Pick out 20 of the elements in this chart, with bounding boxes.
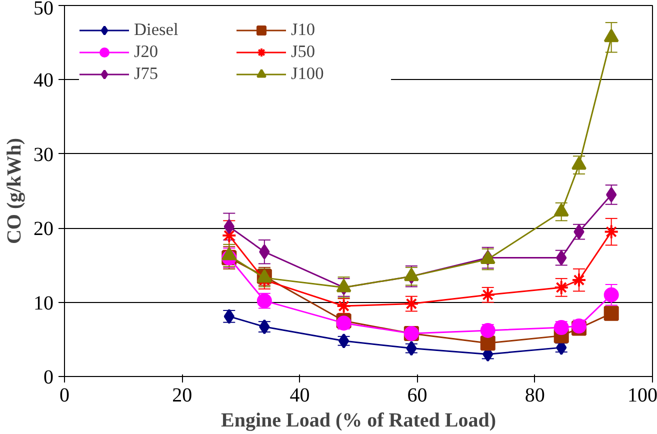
legend-label: J20	[134, 42, 160, 62]
y-tick-label: 30	[34, 144, 54, 166]
y-tick-label: 20	[34, 218, 54, 240]
y-tick-label: 0	[44, 366, 54, 388]
x-tick-label: 60	[407, 384, 428, 406]
y-tick-label: 50	[34, 0, 54, 20]
legend-label: J75	[134, 64, 160, 84]
legend-label: Diesel	[134, 20, 180, 40]
legend-label: J100	[291, 64, 325, 84]
y-tick-label: 40	[34, 70, 54, 92]
x-tick-label: 100	[628, 384, 657, 406]
y-axis-title: CO (g/kWh)	[4, 138, 26, 244]
x-tick-label: 80	[524, 384, 545, 406]
x-axis-title: Engine Load (% of Rated Load)	[220, 410, 496, 432]
x-tick-label: 40	[290, 384, 310, 406]
y-tick-label: 10	[34, 292, 54, 314]
legend-label: J10	[291, 20, 316, 40]
x-tick-label: 0	[60, 384, 70, 406]
legend-label: J50	[291, 42, 316, 62]
x-tick-label: 20	[172, 384, 192, 406]
